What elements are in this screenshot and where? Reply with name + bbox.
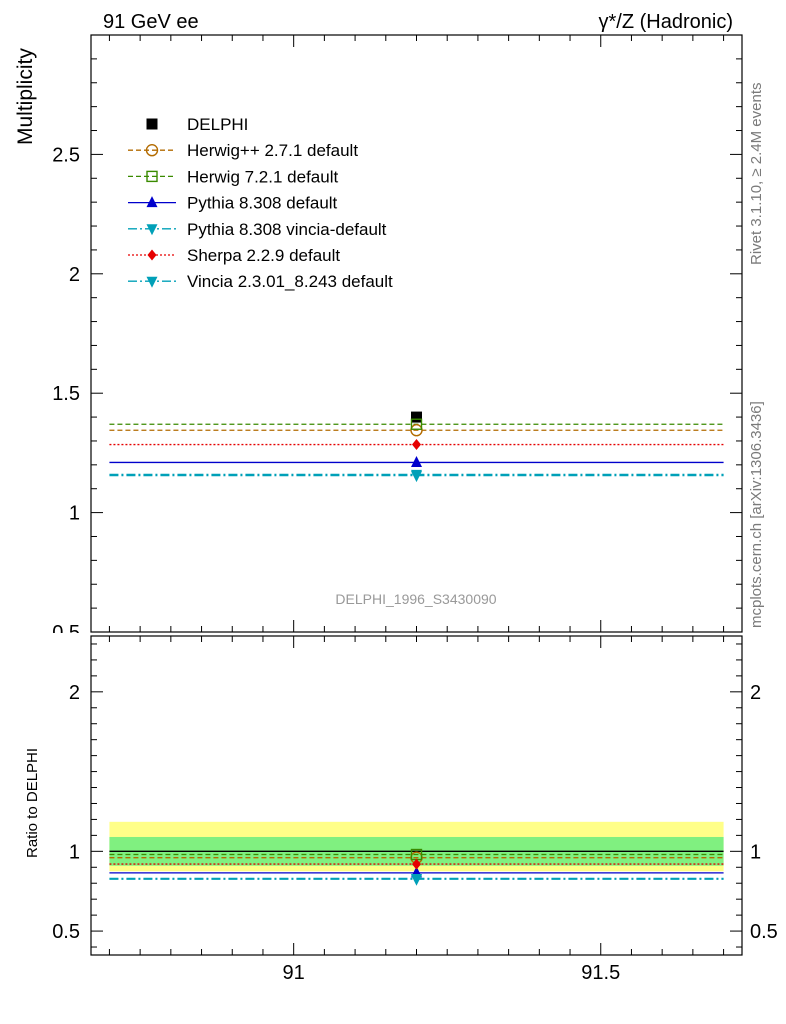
main-data-point (412, 439, 421, 451)
ratio-y-tick-label: 1 (69, 841, 80, 863)
main-y-tick-label: 2.5 (52, 144, 80, 166)
ratio-y-tick-label: 2 (750, 682, 761, 704)
main-label-mask (40, 633, 88, 645)
main-y-axis-label: Multiplicity (14, 48, 37, 145)
main-data-point (411, 471, 422, 483)
main-data-point (410, 418, 423, 430)
legend-marker (146, 170, 158, 183)
legend-marker (146, 118, 158, 130)
main-panel: 11.522.50.5 (40, 34, 743, 645)
ratio-data-point (411, 874, 422, 886)
ratio-frame (90, 635, 743, 956)
ratio-y-tick-label: 1 (750, 841, 761, 863)
legend-marker (146, 224, 158, 236)
x-tick-label: 91.5 (581, 962, 620, 984)
rivet-label: Rivet 3.1.10, ≥ 2.4M events (748, 83, 765, 266)
analysis-label: DELPHI_1996_S3430090 (335, 591, 496, 607)
legend-marker (146, 276, 158, 288)
ratio-data-point (412, 858, 421, 870)
legend: DELPHI Herwig++ 2.7.1 default Herwig 7.2.1… (128, 115, 393, 291)
main-data-point (411, 455, 422, 467)
legend-marker (145, 143, 159, 157)
ratio-y-tick-label: 0.5 (52, 921, 80, 943)
x-tick-label: 91 (283, 962, 305, 984)
main-y-tick-label: 1.5 (52, 383, 80, 405)
ratio-y-axis-label: Ratio to DELPHI (24, 748, 41, 858)
legend-label: Pythia 8.308 default (187, 194, 338, 213)
legend-label: Pythia 8.308 vincia-default (187, 220, 387, 239)
legend-label: Herwig 7.2.1 default (187, 167, 338, 186)
main-y-tick-label: 1 (69, 503, 80, 525)
main-data-point (411, 411, 422, 423)
legend-label: Herwig++ 2.7.1 default (187, 141, 358, 160)
mcplots-label: mcplots.cern.ch [arXiv:1306.3436] (748, 401, 765, 628)
legend-marker (146, 196, 158, 208)
ratio-panel: 0.5 0.5 1 1 2 2 91 91.5 (52, 635, 778, 984)
ratio-y-tick-label: 0.5 (750, 921, 778, 943)
header-left-title: 91 GeV ee (103, 11, 199, 33)
legend-label: Sherpa 2.2.9 default (187, 246, 340, 265)
legend-marker (147, 249, 157, 261)
ratio-y-tick-label: 2 (69, 682, 80, 704)
main-y-tick-label: 2 (69, 264, 80, 286)
main-data-point (410, 424, 423, 437)
header-right-title: γ*/Z (Hadronic) (599, 11, 733, 33)
legend-label: Vincia 2.3.01_8.243 default (187, 272, 393, 291)
legend-label: DELPHI (187, 115, 248, 134)
